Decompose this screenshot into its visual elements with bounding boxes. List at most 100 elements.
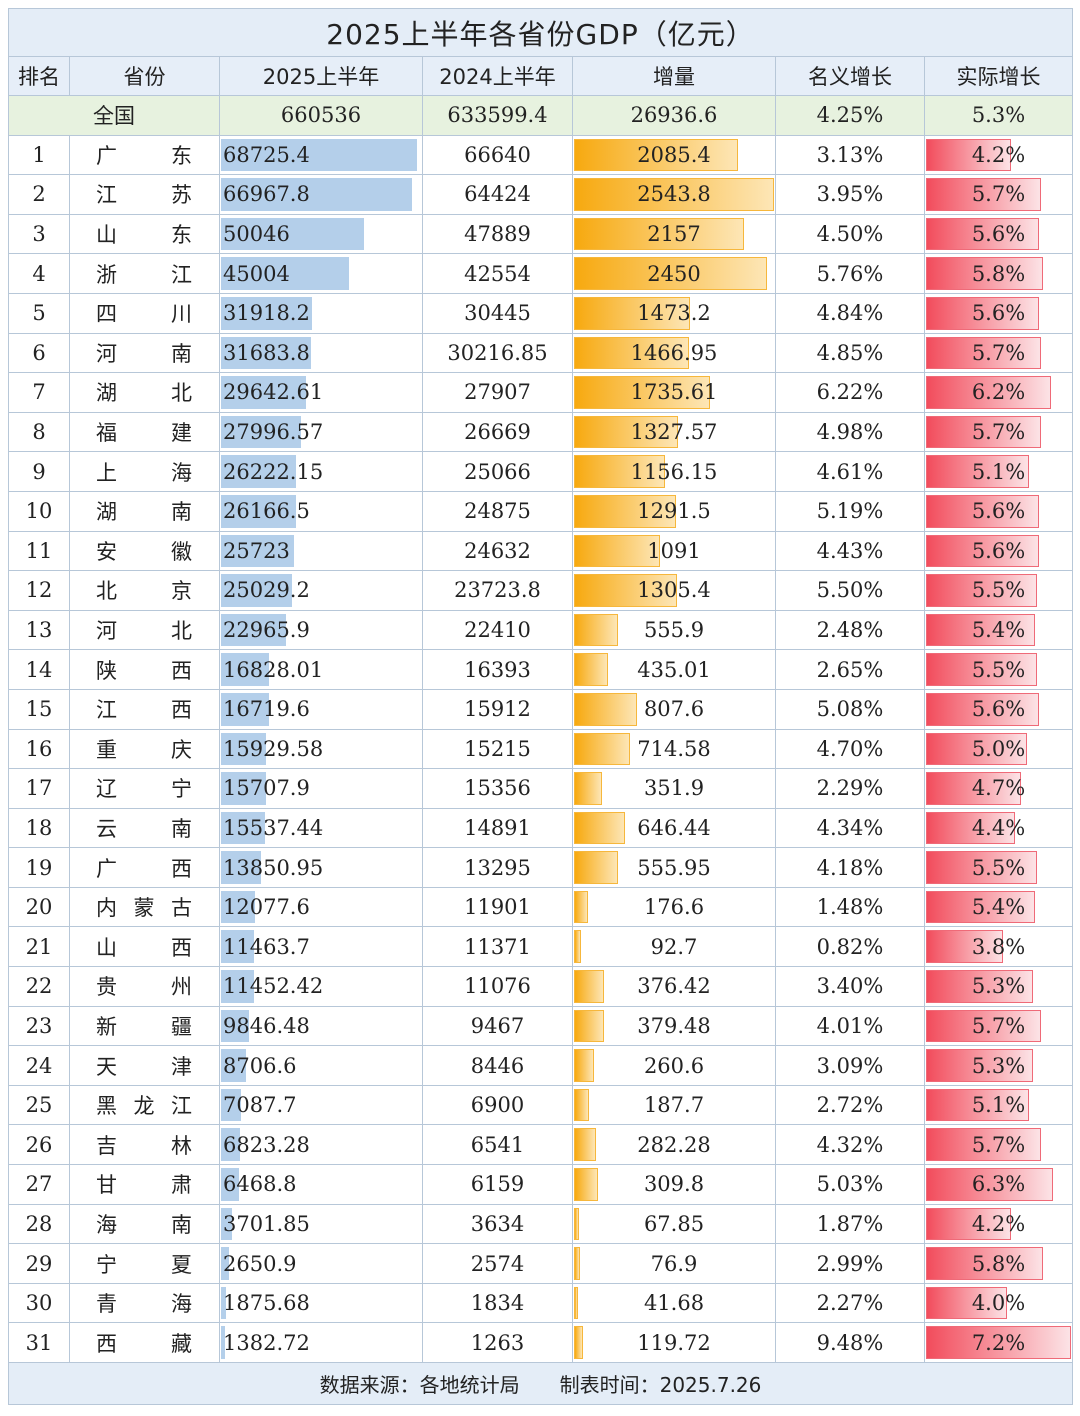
nominal-growth-cell: 3.40% <box>775 966 925 1007</box>
real-growth-bar <box>926 296 1039 330</box>
gdp-table-sheet: 2025上半年各省份GDP（亿元） 排名 省份 2025上半年 2024上半年 … <box>8 8 1073 1405</box>
gdp-2025-value: 26166.5 <box>223 499 310 524</box>
increment-cell: 379.48 <box>572 1005 776 1047</box>
province-cell: 山东 <box>69 213 220 255</box>
nominal-growth-cell: 4.61% <box>775 451 925 492</box>
gdp-2025-value: 12077.6 <box>223 895 310 920</box>
rank-cell: 11 <box>8 530 70 572</box>
gdp-2024-cell: 3634 <box>422 1203 573 1245</box>
gdp-2025-value: 15707.9 <box>223 776 310 801</box>
gdp-2025-value: 27996.57 <box>223 420 324 445</box>
real-growth-bar <box>926 494 1039 528</box>
province-name: 内蒙古 <box>96 896 192 921</box>
province-cell: 青海 <box>69 1282 220 1324</box>
nominal-growth-cell: 2.72% <box>775 1084 925 1126</box>
real-growth-bar <box>926 1326 1071 1359</box>
national-gdp-2024: 633599.4 <box>422 95 573 136</box>
increment-cell: 76.9 <box>572 1243 776 1284</box>
gdp-2025-value: 1382.72 <box>223 1330 310 1355</box>
gdp-2025-bar <box>221 890 256 924</box>
gdp-2025-value: 3701.85 <box>223 1211 310 1236</box>
real-growth-value: 5.6% <box>971 301 1026 326</box>
increment-bar <box>574 732 631 766</box>
gdp-2024-cell: 30445 <box>422 292 573 334</box>
rank-cell: 4 <box>8 253 70 294</box>
gdp-2025-bar <box>221 1049 246 1082</box>
gdp-2025-cell: 26222.15 <box>219 451 423 492</box>
gdp-2025-value: 31683.8 <box>223 340 310 365</box>
nominal-growth-cell: 4.43% <box>775 530 925 572</box>
gdp-2025-bar <box>221 970 254 1003</box>
increment-value: 76.9 <box>650 1251 698 1276</box>
province-name: 云南 <box>96 816 192 841</box>
gdp-2024-cell: 8446 <box>422 1045 573 1086</box>
nominal-growth-cell: 4.98% <box>775 411 925 453</box>
gdp-2025-cell: 25723 <box>219 530 423 572</box>
increment-value: 379.48 <box>637 1013 711 1038</box>
gdp-2025-cell: 31918.2 <box>219 292 423 334</box>
real-growth-value: 5.1% <box>971 459 1026 484</box>
header-province: 省份 <box>69 56 220 96</box>
nominal-growth-cell: 3.13% <box>775 134 925 176</box>
province-cell: 天津 <box>69 1045 220 1086</box>
real-growth-cell: 5.6% <box>924 292 1073 334</box>
real-growth-cell: 4.2% <box>924 134 1073 176</box>
real-growth-bar <box>926 1128 1041 1162</box>
province-cell: 新疆 <box>69 1005 220 1047</box>
real-growth-cell: 5.4% <box>924 886 1073 928</box>
province-name: 山东 <box>96 223 192 248</box>
real-growth-cell: 5.7% <box>924 332 1073 374</box>
nominal-growth-cell: 4.50% <box>775 213 925 255</box>
rank-cell: 12 <box>8 570 70 611</box>
real-growth-value: 5.7% <box>971 1013 1026 1038</box>
real-growth-bar <box>926 257 1043 290</box>
gdp-2025-value: 45004 <box>223 261 290 286</box>
gdp-2025-bar <box>221 1326 225 1359</box>
real-growth-cell: 5.3% <box>924 1045 1073 1086</box>
table-row: 20 内蒙古 12077.6 11901 176.6 1.48% 5.4% <box>8 886 1073 928</box>
province-name: 广西 <box>96 856 192 881</box>
gdp-2025-cell: 15537.44 <box>219 807 423 849</box>
real-growth-cell: 4.2% <box>924 1203 1073 1245</box>
table-row: 3 山东 50046 47889 2157 4.50% 5.6% <box>8 213 1073 255</box>
table-row: 4 浙江 45004 42554 2450 5.76% 5.8% <box>8 253 1073 294</box>
increment-cell: 435.01 <box>572 649 776 690</box>
table-row: 22 贵州 11452.42 11076 376.42 3.40% 5.3% <box>8 966 1073 1007</box>
table-row: 25 黑龙江 7087.7 6900 187.7 2.72% 5.1% <box>8 1084 1073 1126</box>
gdp-2025-cell: 15929.58 <box>219 728 423 770</box>
gdp-2025-value: 68725.4 <box>223 142 310 167</box>
increment-value: 176.6 <box>643 895 705 920</box>
increment-cell: 67.85 <box>572 1203 776 1245</box>
real-growth-cell: 5.1% <box>924 1084 1073 1126</box>
gdp-2024-cell: 66640 <box>422 134 573 176</box>
source-footer: 数据来源：各地统计局 制表时间：2025.7.26 <box>8 1362 1073 1405</box>
province-name: 湖北 <box>96 381 192 406</box>
gdp-2025-bar <box>221 1168 240 1201</box>
increment-cell: 1473.2 <box>572 292 776 334</box>
increment-bar <box>574 336 690 370</box>
increment-cell: 282.28 <box>572 1124 776 1166</box>
increment-cell: 807.6 <box>572 688 776 730</box>
rank-cell: 20 <box>8 886 70 928</box>
table-row: 31 西藏 1382.72 1263 119.72 9.48% 7.2% <box>8 1322 1073 1363</box>
gdp-2025-cell: 1875.68 <box>219 1282 423 1324</box>
table-title: 2025上半年各省份GDP（亿元） <box>8 8 1073 57</box>
province-cell: 广东 <box>69 134 220 176</box>
gdp-2024-cell: 27907 <box>422 372 573 413</box>
increment-cell: 2157 <box>572 213 776 255</box>
rank-cell: 26 <box>8 1124 70 1166</box>
increment-cell: 1305.4 <box>572 570 776 611</box>
gdp-2025-cell: 13850.95 <box>219 847 423 888</box>
increment-cell: 260.6 <box>572 1045 776 1086</box>
national-real-growth: 5.3% <box>924 95 1073 136</box>
rank-cell: 10 <box>8 490 70 532</box>
rank-cell: 22 <box>8 966 70 1007</box>
increment-cell: 2085.4 <box>572 134 776 176</box>
gdp-2024-cell: 1263 <box>422 1322 573 1363</box>
gdp-2025-cell: 15707.9 <box>219 768 423 809</box>
province-name: 四川 <box>96 302 192 327</box>
table-row: 16 重庆 15929.58 15215 714.58 4.70% 5.0% <box>8 728 1073 770</box>
increment-cell: 376.42 <box>572 966 776 1007</box>
gdp-2025-cell: 11463.7 <box>219 926 423 968</box>
real-growth-value: 5.8% <box>971 1251 1026 1276</box>
